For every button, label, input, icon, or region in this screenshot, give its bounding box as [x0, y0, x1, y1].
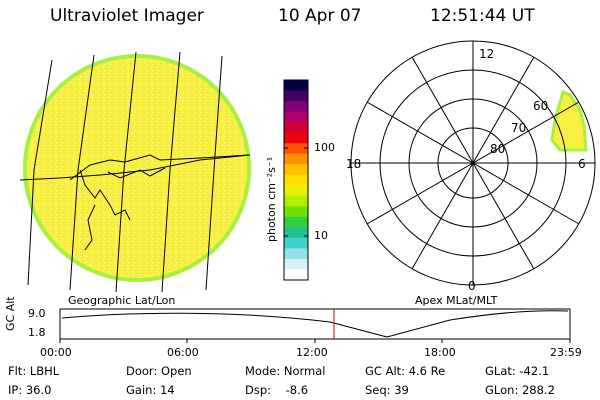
colorbar-band: [284, 195, 308, 207]
info-flt: Flt: LBHL: [8, 364, 60, 378]
header-time: 12:51:44 UT: [430, 6, 535, 26]
info-mode: Mode: Normal: [245, 364, 326, 378]
info-glat: GLat: -42.1: [485, 364, 550, 378]
colorbar-band: [284, 206, 308, 218]
info-gc-alt: GC Alt: 4.6 Re: [365, 364, 446, 378]
mlat-label-80: 80: [490, 142, 506, 156]
mlt-label-0: 0: [468, 279, 476, 293]
colorbar-band: [284, 185, 308, 197]
polar-panel-label: Apex MLat/MLT: [415, 294, 498, 307]
mlt-label-12: 12: [479, 47, 495, 61]
colorbar-band: [284, 132, 308, 144]
geo-panel-label: Geographic Lat/Lon: [68, 294, 176, 307]
info-gain: Gain: 14: [126, 383, 175, 397]
colorbar: [283, 79, 309, 281]
colorbar-band: [284, 174, 308, 186]
time-tick-1800: 18:00: [424, 346, 456, 359]
colorbar-band: [284, 227, 308, 239]
colorbar-band: [284, 258, 308, 270]
time-tick-0600: 06:00: [167, 346, 199, 359]
time-tick-0000: 00:00: [40, 346, 72, 359]
colorbar-band: [284, 143, 308, 155]
coastlines: [69, 154, 249, 251]
colorbar-band: [284, 101, 308, 113]
info-seq: Seq: 39: [365, 383, 409, 397]
app-title: Ultraviolet Imager: [50, 6, 204, 26]
colorbar-tick-10: 10: [314, 229, 328, 242]
mlt-label-6: 6: [578, 157, 586, 171]
colorbar-band: [284, 248, 308, 260]
colorbar-band: [284, 237, 308, 249]
info-door: Door: Open: [126, 364, 192, 378]
colorbar-tick-100: 100: [314, 141, 335, 154]
header-date: 10 Apr 07: [278, 6, 362, 26]
colorbar-band: [284, 80, 308, 92]
altitude-ylabel: GC Alt: [4, 296, 17, 331]
mlat-label-70: 70: [511, 121, 527, 135]
info-ip: IP: 36.0: [8, 383, 52, 397]
time-tick-2359: 23:59: [550, 346, 582, 359]
mlt-label-18: 18: [346, 157, 362, 171]
colorbar-band: [284, 216, 308, 228]
latitude-line: [19, 154, 251, 181]
longitude-lines: [27, 51, 223, 293]
mlat-label-60: 60: [533, 99, 549, 113]
colorbar-band: [284, 153, 308, 165]
uv-emission-disc: [23, 54, 251, 282]
colorbar-band: [284, 269, 308, 281]
altitude-ymax: 9.0: [28, 307, 46, 320]
altitude-ymin: 1.8: [28, 326, 46, 339]
colorbar-band: [284, 90, 308, 102]
colorbar-band: [284, 164, 308, 176]
colorbar-band: [284, 122, 308, 134]
info-glon: GLon: 288.2: [485, 383, 555, 397]
time-tick-1200: 12:00: [296, 346, 328, 359]
info-dsp: Dsp: -8.6: [245, 383, 309, 397]
colorbar-band: [284, 111, 308, 123]
altitude-curve: [61, 310, 569, 338]
auroral-oval-patch: [550, 89, 588, 152]
